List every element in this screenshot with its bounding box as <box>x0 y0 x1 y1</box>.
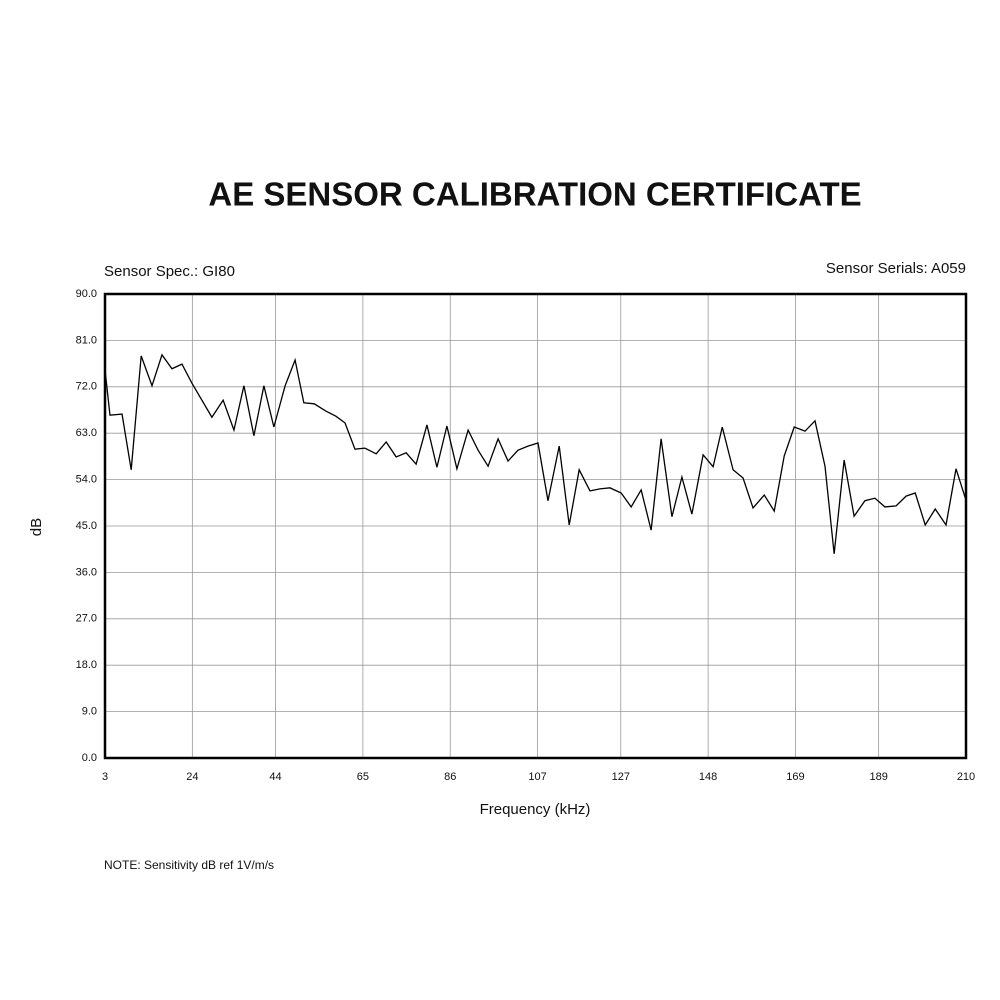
x-tick-label: 44 <box>269 771 281 783</box>
y-tick-label: 63.0 <box>76 427 97 439</box>
y-tick-label: 9.0 <box>82 706 97 718</box>
x-tick-label: 65 <box>357 771 369 783</box>
x-tick-label: 107 <box>528 771 546 783</box>
y-tick-label: 90.0 <box>76 288 97 300</box>
x-tick-label: 210 <box>957 771 975 783</box>
y-tick-label: 45.0 <box>76 520 97 532</box>
y-tick-label: 0.0 <box>82 752 97 764</box>
y-tick-label: 54.0 <box>76 474 97 486</box>
y-axis-label: dB <box>28 518 45 536</box>
x-tick-label: 127 <box>612 771 630 783</box>
x-tick-label: 86 <box>444 771 456 783</box>
y-tick-label: 27.0 <box>76 613 97 625</box>
y-tick-label: 72.0 <box>76 381 97 393</box>
plot-frame <box>103 292 968 760</box>
data-line <box>104 353 967 554</box>
x-axis-label: Frequency (kHz) <box>480 801 591 818</box>
sensor-spec: Sensor Spec.: GI80 <box>104 263 235 280</box>
x-tick-label: 189 <box>869 771 887 783</box>
x-tick-label: 24 <box>186 771 198 783</box>
y-tick-label: 18.0 <box>76 659 97 671</box>
chart-title: AE SENSOR CALIBRATION CERTIFICATE <box>208 176 861 213</box>
x-tick-label: 3 <box>102 771 108 783</box>
y-tick-label: 36.0 <box>76 566 97 578</box>
sensor-serials: Sensor Serials: A059 <box>826 260 966 277</box>
y-tick-label: 81.0 <box>76 334 97 346</box>
x-tick-label: 169 <box>786 771 804 783</box>
x-tick-label: 148 <box>699 771 717 783</box>
note: NOTE: Sensitivity dB ref 1V/m/s <box>104 858 274 872</box>
